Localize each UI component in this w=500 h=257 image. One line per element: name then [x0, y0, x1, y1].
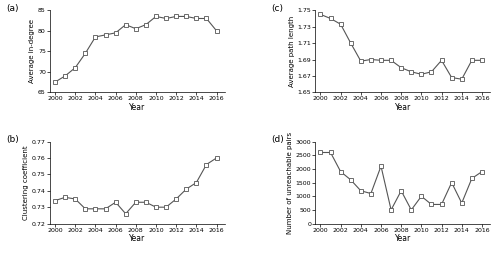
Text: (a): (a): [6, 4, 19, 13]
X-axis label: Year: Year: [394, 103, 411, 112]
Y-axis label: Number of unreachable pairs: Number of unreachable pairs: [287, 132, 293, 234]
Text: (b): (b): [6, 135, 19, 144]
Y-axis label: Average path length: Average path length: [288, 16, 294, 87]
Y-axis label: Clustering coefficient: Clustering coefficient: [23, 145, 29, 220]
X-axis label: Year: Year: [129, 234, 146, 243]
X-axis label: Year: Year: [394, 234, 411, 243]
X-axis label: Year: Year: [129, 103, 146, 112]
Text: (d): (d): [272, 135, 284, 144]
Text: (c): (c): [272, 4, 283, 13]
Y-axis label: Average in-degree: Average in-degree: [29, 19, 35, 83]
